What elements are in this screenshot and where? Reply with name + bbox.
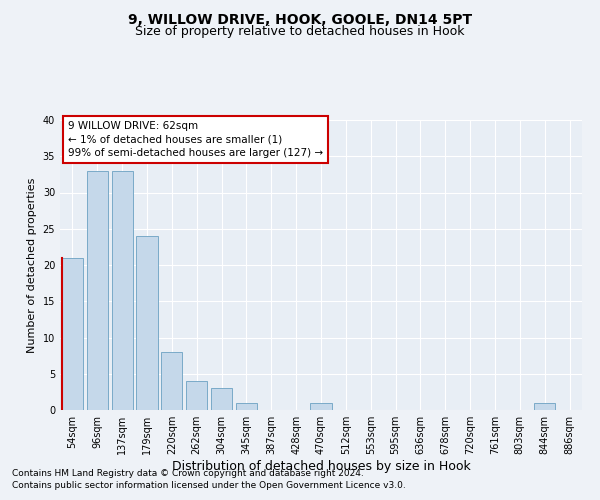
Bar [87,171,108,410]
Text: 9, WILLOW DRIVE, HOOK, GOOLE, DN14 5PT: 9, WILLOW DRIVE, HOOK, GOOLE, DN14 5PT [128,12,472,26]
Bar [211,388,232,410]
Y-axis label: Number of detached properties: Number of detached properties [27,178,37,352]
Text: Contains HM Land Registry data © Crown copyright and database right 2024.: Contains HM Land Registry data © Crown c… [12,468,364,477]
X-axis label: Distribution of detached houses by size in Hook: Distribution of detached houses by size … [172,460,470,473]
Bar [534,403,555,410]
Bar [310,403,332,410]
Text: Contains public sector information licensed under the Open Government Licence v3: Contains public sector information licen… [12,481,406,490]
Bar [136,236,158,410]
Text: Size of property relative to detached houses in Hook: Size of property relative to detached ho… [135,25,465,38]
Bar [186,381,207,410]
Text: 9 WILLOW DRIVE: 62sqm
← 1% of detached houses are smaller (1)
99% of semi-detach: 9 WILLOW DRIVE: 62sqm ← 1% of detached h… [68,122,323,158]
Bar [236,403,257,410]
Bar [112,171,133,410]
Bar [62,258,83,410]
Bar [161,352,182,410]
